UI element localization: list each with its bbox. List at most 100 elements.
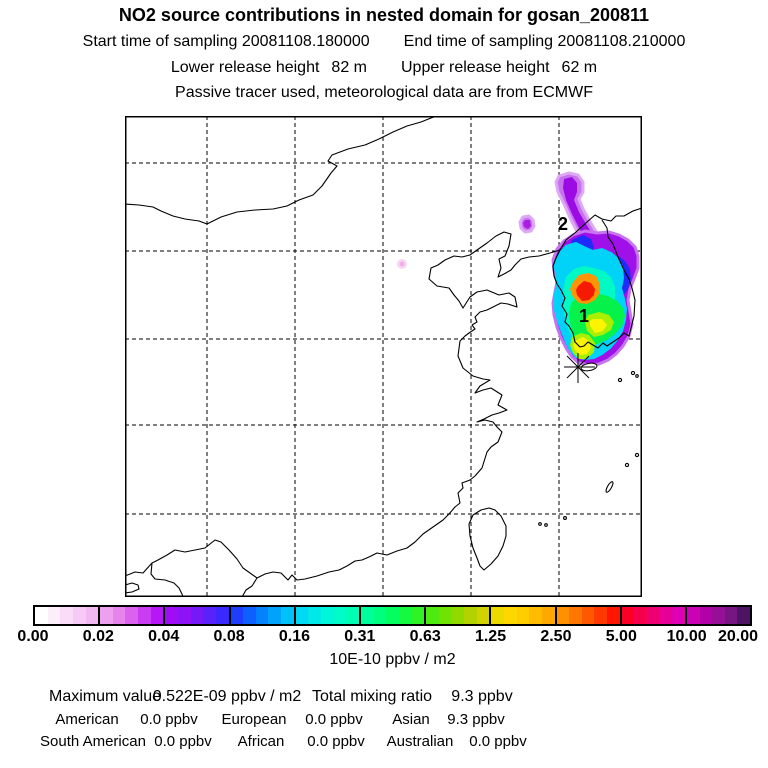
island-icon [634,452,640,458]
plume-contours [397,171,640,367]
colorbar-cell [438,607,452,624]
colorbar-cell [150,607,164,624]
plume-red-core [576,281,595,301]
colorbar-cell [125,607,139,624]
colorbar-cell [581,607,595,624]
colorbar-cell [516,607,530,624]
colorbar-cell [686,607,700,624]
colorbar-cell [281,607,294,624]
colorbar-cell [607,607,620,624]
colorbar-cell [360,607,374,624]
colorbar-cell [203,607,216,624]
colorbar-cell [100,607,113,624]
start-time-text: Start time of sampling 20081108.180000 [82,33,370,50]
colorbar-cell [503,607,517,624]
colorbar-cell [712,607,725,624]
colorbar-tick-label: 0.16 [278,628,311,645]
colorbar-cell [646,607,660,624]
colorbar-cell [737,607,751,624]
map-svg: 2 1 [124,115,643,598]
colorbar-cell [165,607,179,624]
source-african-label: African [237,733,285,750]
colorbar-cell [724,607,738,624]
total-mixing-ratio-value: 9.3 ppbv [451,688,513,705]
island-icon [563,516,567,520]
colorbar-tick-label: 5.00 [605,628,637,645]
colorbar-cell [398,607,412,624]
colorbar-cell [138,607,151,624]
korea-coastline [552,219,636,349]
colorbar-cell [634,607,647,624]
colorbar-cell [426,607,439,624]
map-frame [125,116,642,597]
colorbar-segment [35,607,99,624]
colorbar-cell [386,607,399,624]
lower-release-value: 82 m [331,59,367,76]
colorbar-cell [178,607,191,624]
colorbar-tick-label: 0.00 [17,628,49,645]
maximum-value: 0.522E-09 ppbv / m2 [152,688,302,705]
colorbar-cell [268,607,282,624]
colorbar-cell [529,607,542,624]
tracer-note: Passive tracer used, meteorological data… [175,84,593,101]
small-islands [538,370,640,527]
release-height-line: Lower release height 82 m Upper release he… [0,59,768,77]
lower-release-label: Lower release height [170,59,320,76]
colorbar-cell [308,607,322,624]
island-icon [538,522,542,526]
taiwan-island [468,507,507,571]
colorbar-cell [541,607,555,624]
colorbar-segment [684,607,751,624]
colorbar-cell [215,607,229,624]
plume-tail-core [563,177,594,242]
border-line-south-spur [150,562,184,598]
source-american-label: American [55,711,119,728]
source-south-american-label: South American [40,733,146,750]
colorbar-cell [47,607,61,624]
colorbar-segment [98,607,164,624]
island-icon [544,523,548,527]
colorbar-tick-label: 0.31 [344,628,376,645]
colorbar-cell [190,607,204,624]
colorbar-segment [163,607,229,624]
colorbar-cell [451,607,465,624]
colorbar-segment [293,607,359,624]
colorbar-cell [594,607,608,624]
plume-label-2: 2 [558,214,568,234]
colorbar-cell [569,607,582,624]
colorbar-cell [659,607,673,624]
source-asian-value: 9.3 ppbv [447,711,505,728]
colorbar-cell [112,607,126,624]
colorbar-cell [60,607,73,624]
maximum-value-label: Maximum value [48,688,162,705]
colorbar-cell [321,607,334,624]
border-line-south [124,539,258,579]
plume-blob-west-core [523,220,531,229]
colorbar-tick-label: 2.50 [540,628,572,645]
colorbar-unit-label: 10E-10 ppbv / m2 [329,651,456,668]
coastline-china-bohai [241,231,561,598]
island-icon [617,377,623,383]
source-australian-label: Australian [386,733,454,750]
source-african-value: 0.0 ppbv [307,733,365,750]
source-american-value: 0.0 ppbv [140,711,198,728]
colorbar-cell [85,607,99,624]
colorbar-segment [358,607,425,624]
map-panel: 2 1 [124,115,643,598]
source-south-american-value: 0.0 ppbv [154,733,212,750]
colorbar-cell [491,607,504,624]
sampling-time-line: Start time of sampling 20081108.180000 En… [0,33,768,51]
colorbar-cell [464,607,477,624]
coastlines [124,115,643,598]
colorbar-segment [228,607,294,624]
receptor-star-icon [564,353,598,383]
colorbar-segment [619,607,685,624]
colorbar-cell [621,607,635,624]
colorbar-segment [489,607,555,624]
colorbar-tick-label: 0.08 [213,628,245,645]
colorbar-tick-label: 0.63 [409,628,441,645]
colorbar-cell [411,607,425,624]
colorbar-tick-label: 20.00 [717,628,759,645]
colorbar-tick-label: 1.25 [474,628,507,645]
total-mixing-ratio-label: Total mixing ratio [311,688,433,705]
